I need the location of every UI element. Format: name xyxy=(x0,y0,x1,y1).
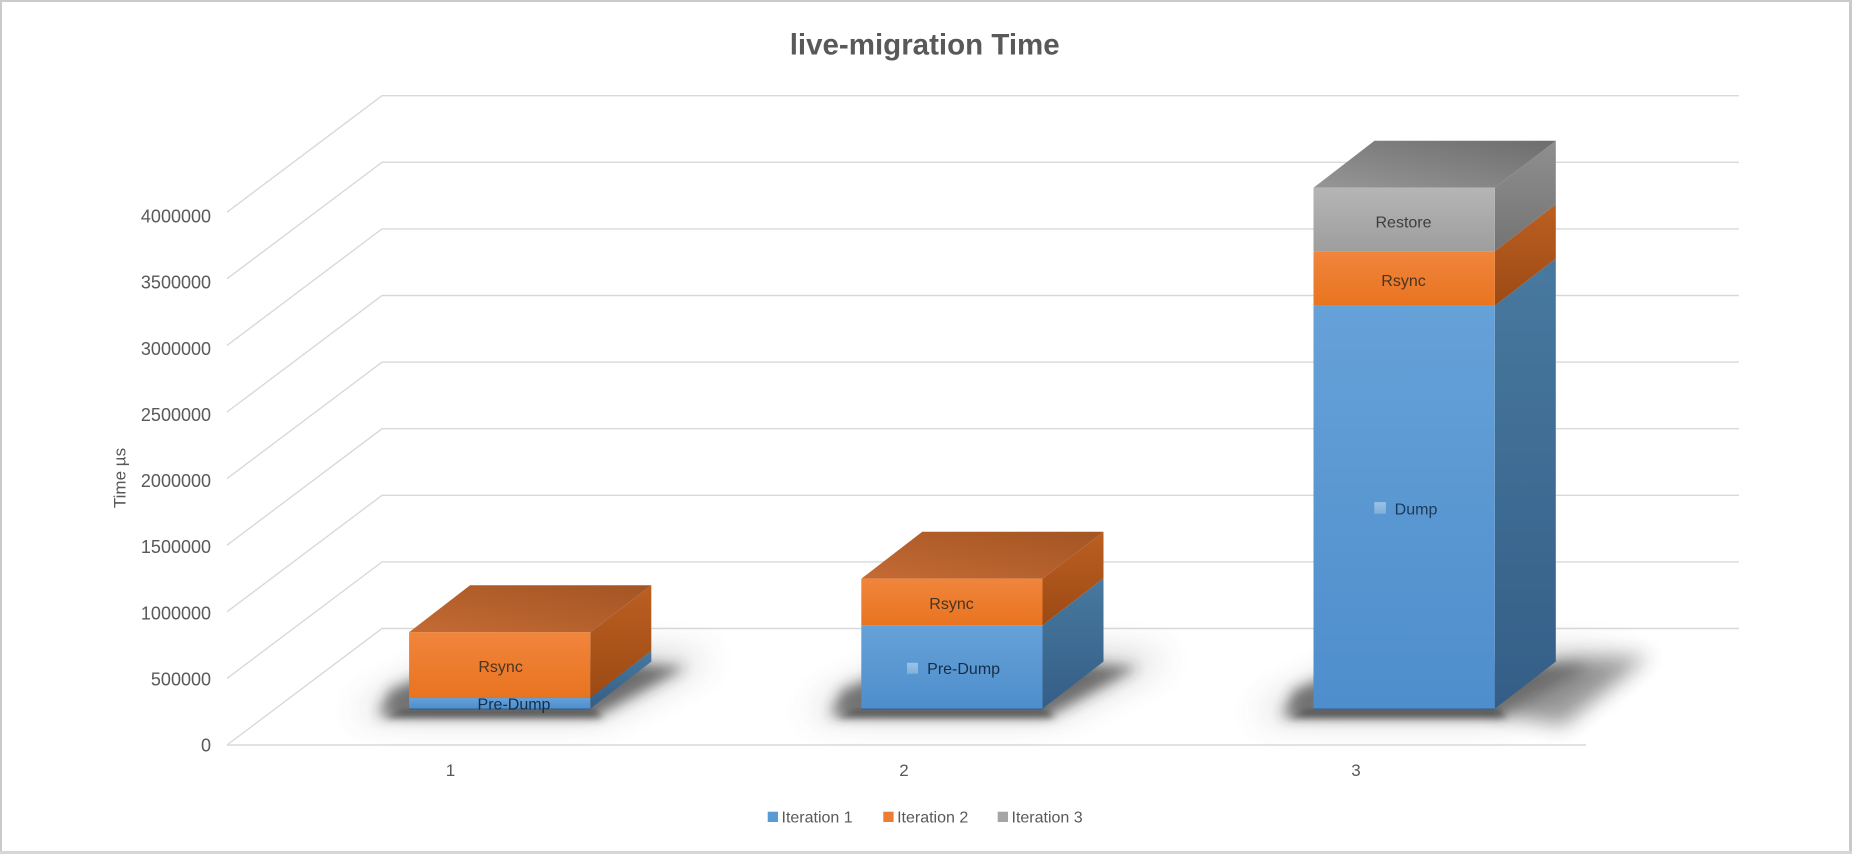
svg-text:Pre-Dump: Pre-Dump xyxy=(478,697,551,714)
svg-text:3: 3 xyxy=(1351,761,1360,780)
svg-text:live-migration Time: live-migration Time xyxy=(790,29,1060,62)
svg-text:1500000: 1500000 xyxy=(141,537,211,557)
svg-text:Iteration 3: Iteration 3 xyxy=(1012,809,1083,826)
svg-text:4000000: 4000000 xyxy=(141,207,211,227)
svg-text:Iteration 1: Iteration 1 xyxy=(782,809,853,826)
svg-text:Rsync: Rsync xyxy=(929,596,973,613)
svg-text:Rsync: Rsync xyxy=(478,659,522,676)
svg-text:Dump: Dump xyxy=(1395,502,1438,519)
svg-text:Rsync: Rsync xyxy=(1381,273,1425,290)
svg-text:1: 1 xyxy=(446,761,455,780)
svg-text:Pre-Dump: Pre-Dump xyxy=(927,661,1000,678)
svg-text:3500000: 3500000 xyxy=(141,273,211,293)
svg-text:Time µs: Time µs xyxy=(110,448,129,508)
svg-text:2000000: 2000000 xyxy=(141,471,211,491)
svg-text:0: 0 xyxy=(201,736,211,756)
svg-text:1000000: 1000000 xyxy=(141,603,211,623)
svg-text:2: 2 xyxy=(899,761,908,780)
svg-text:500000: 500000 xyxy=(151,670,211,690)
svg-text:3000000: 3000000 xyxy=(141,339,211,359)
svg-text:Restore: Restore xyxy=(1375,215,1431,232)
svg-text:2500000: 2500000 xyxy=(141,405,211,425)
svg-text:Iteration 2: Iteration 2 xyxy=(897,809,968,826)
